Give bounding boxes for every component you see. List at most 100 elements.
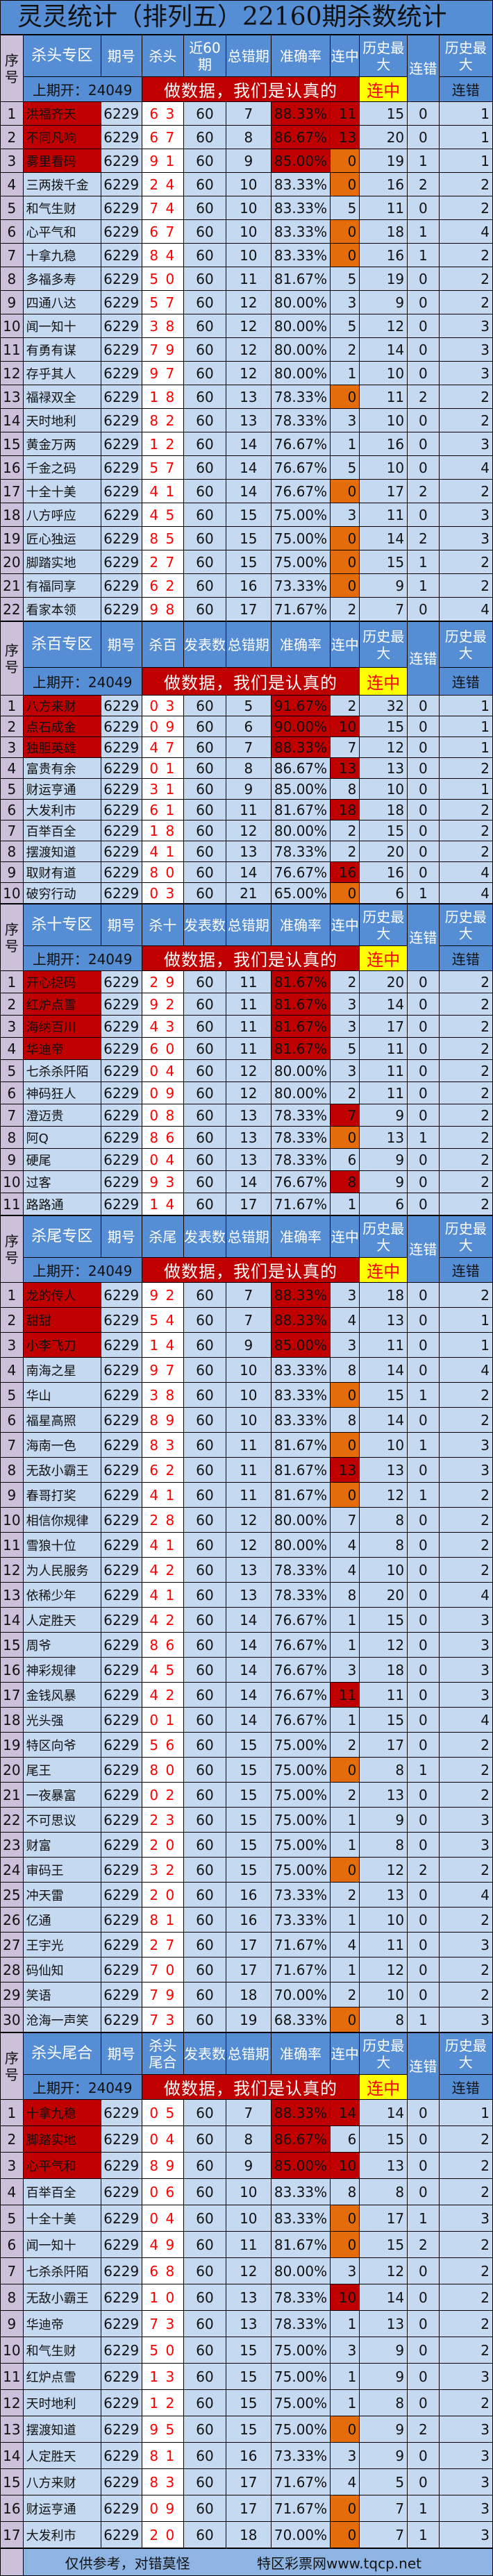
published-count: 60 bbox=[183, 2389, 227, 2416]
table-row: 7 十拿九稳 6229 8 4 60 10 83.33% 0 16 1 2 bbox=[0, 243, 493, 267]
accuracy-rate: 71.67% bbox=[270, 2495, 331, 2522]
streak-header: 连中 bbox=[330, 621, 360, 668]
max-streak: 12 bbox=[359, 736, 408, 758]
current-streak: 0 bbox=[330, 1126, 360, 1149]
period: 6229 bbox=[100, 196, 142, 220]
kill-numbers: 5 7 bbox=[141, 455, 184, 480]
predictor-name: 多福多寿 bbox=[22, 267, 101, 291]
period: 6229 bbox=[100, 2257, 142, 2284]
period: 6229 bbox=[100, 597, 142, 621]
table-row: 4 百举百全 6229 0 6 60 10 83.33% 8 8 0 2 bbox=[0, 2178, 493, 2205]
current-streak: 1 bbox=[330, 1807, 360, 1833]
current-streak: 13 bbox=[330, 125, 360, 149]
row-seq: 2 bbox=[0, 1307, 24, 1333]
current-miss: 1 bbox=[407, 2205, 440, 2232]
published-count: 60 bbox=[183, 1732, 227, 1758]
current-streak: 8 bbox=[330, 1357, 360, 1383]
accuracy-rate: 71.67% bbox=[270, 2468, 331, 2495]
current-streak: 4 bbox=[330, 1532, 360, 1558]
max-miss: 2 bbox=[438, 1170, 493, 1193]
hist-max-header: 历史最大 bbox=[359, 2032, 408, 2075]
table-row: 1 十拿九稳 6229 0 5 60 7 88.33% 14 14 0 1 bbox=[0, 2099, 493, 2126]
max-streak: 13 bbox=[359, 1882, 408, 1908]
error-count: 12 bbox=[226, 290, 271, 314]
accuracy-rate: 76.67% bbox=[270, 1707, 331, 1733]
current-miss: 1 bbox=[407, 2495, 440, 2522]
error-count: 17 bbox=[226, 1932, 271, 1958]
kill-numbers: 2 0 bbox=[141, 1882, 184, 1908]
error-count: 14 bbox=[226, 1707, 271, 1733]
error-count: 6 bbox=[226, 716, 271, 737]
row-seq: 22 bbox=[0, 597, 24, 621]
kill-numbers: 4 2 bbox=[141, 1607, 184, 1633]
kill-numbers: 4 1 bbox=[141, 841, 184, 862]
max-miss: 2 bbox=[438, 993, 493, 1016]
period: 6229 bbox=[100, 432, 142, 456]
max-streak: 12 bbox=[359, 1632, 408, 1658]
error-count: 8 bbox=[226, 125, 271, 149]
table-row: 30 沧海一声笑 6229 7 3 60 19 68.33% 0 8 1 3 bbox=[0, 2007, 493, 2032]
current-miss: 0 bbox=[407, 1707, 440, 1733]
accuracy-rate: 71.67% bbox=[270, 1932, 331, 1958]
accuracy-rate: 80.00% bbox=[270, 820, 331, 841]
published-count: 60 bbox=[183, 736, 227, 758]
max-miss: 3 bbox=[438, 503, 493, 527]
row-seq: 10 bbox=[0, 882, 24, 904]
current-miss: 2 bbox=[407, 2416, 440, 2443]
current-miss: 1 bbox=[407, 573, 440, 598]
seq-header: 序号 bbox=[0, 1215, 24, 1283]
table-row: 24 审码王 6229 3 2 60 15 75.00% 0 12 2 2 bbox=[0, 1857, 493, 1883]
row-seq: 7 bbox=[0, 820, 24, 841]
predictor-name: 相信你规律 bbox=[22, 1507, 101, 1533]
table-row: 20 尾王 6229 8 0 60 15 75.00% 0 8 1 2 bbox=[0, 1757, 493, 1783]
table-row: 3 小李飞刀 6229 1 4 60 9 85.00% 3 11 0 1 bbox=[0, 1332, 493, 1358]
error-count: 11 bbox=[226, 1432, 271, 1458]
accuracy-rate: 78.33% bbox=[270, 1126, 331, 1149]
streak-label: 连中 bbox=[359, 667, 408, 696]
published-count: 60 bbox=[183, 219, 227, 244]
row-seq: 8 bbox=[0, 841, 24, 862]
row-seq: 21 bbox=[0, 573, 24, 598]
period: 6229 bbox=[100, 1507, 142, 1533]
max-miss: 2 bbox=[438, 1532, 493, 1558]
error-count: 15 bbox=[226, 2337, 271, 2364]
accuracy-rate: 83.33% bbox=[270, 243, 331, 267]
kill-numbers: 4 2 bbox=[141, 1557, 184, 1583]
current-miss: 0 bbox=[407, 337, 440, 362]
max-miss: 3 bbox=[438, 2468, 493, 2495]
accuracy-rate: 76.67% bbox=[270, 479, 331, 503]
current-miss: 0 bbox=[407, 1357, 440, 1383]
predictor-name: 审码王 bbox=[22, 1857, 101, 1883]
accuracy-rate: 85.00% bbox=[270, 149, 331, 173]
table-row: 1 龙的传人 6229 9 2 60 7 88.33% 3 18 0 2 bbox=[0, 1282, 493, 1308]
row-seq: 4 bbox=[0, 757, 24, 779]
period: 6229 bbox=[100, 149, 142, 173]
max-streak: 9 bbox=[359, 573, 408, 598]
current-streak: 6 bbox=[330, 2125, 360, 2153]
row-seq: 16 bbox=[0, 455, 24, 480]
period: 6229 bbox=[100, 1432, 142, 1458]
predictor-name: 人定胜天 bbox=[22, 1607, 101, 1633]
max-miss: 3 bbox=[438, 337, 493, 362]
published-count: 60 bbox=[183, 1407, 227, 1433]
kill-numbers: 1 2 bbox=[141, 2389, 184, 2416]
error-count: 15 bbox=[226, 1782, 271, 1808]
current-streak: 0 bbox=[330, 385, 360, 409]
current-streak: 3 bbox=[330, 408, 360, 432]
current-streak: 2 bbox=[330, 1982, 360, 2007]
current-streak: 0 bbox=[330, 573, 360, 598]
max-miss: 1 bbox=[438, 736, 493, 758]
published-count: 60 bbox=[183, 1059, 227, 1082]
row-seq: 10 bbox=[0, 2337, 24, 2364]
current-streak: 5 bbox=[330, 1037, 360, 1060]
predictor-name: 和气生财 bbox=[22, 2337, 101, 2364]
accuracy-rate: 83.33% bbox=[270, 2205, 331, 2232]
max-streak: 11 bbox=[359, 1682, 408, 1708]
row-seq: 9 bbox=[0, 1148, 24, 1171]
kill-numbers: 1 4 bbox=[141, 1193, 184, 1215]
period: 6229 bbox=[100, 479, 142, 503]
published-count: 60 bbox=[183, 503, 227, 527]
accuracy-rate: 83.33% bbox=[270, 196, 331, 220]
hist-max-miss-sub: 连错 bbox=[438, 1257, 493, 1283]
period: 6229 bbox=[100, 1982, 142, 2007]
